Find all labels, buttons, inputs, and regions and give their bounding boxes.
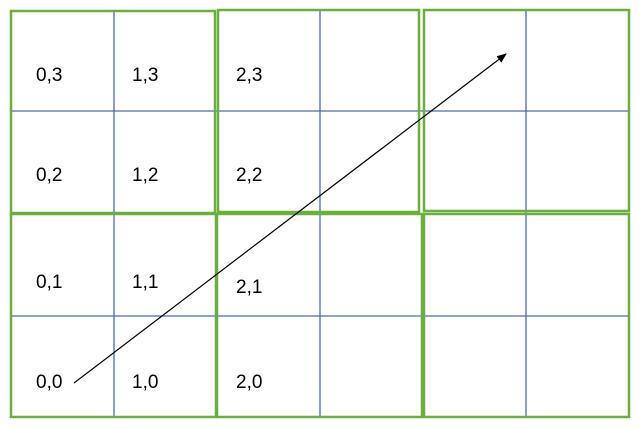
cell-label-0-0: 0,0 — [36, 372, 62, 393]
cell-label-1-2: 1,2 — [132, 165, 158, 186]
block-bottom-middle — [215, 212, 424, 419]
cell-label-0-2: 0,2 — [36, 165, 62, 186]
traversal-ray — [73, 53, 507, 384]
block-borders — [9, 8, 631, 419]
cell-label-1-0: 1,0 — [132, 372, 158, 393]
cell-label-2-3: 2,3 — [236, 65, 262, 86]
cell-label-1-3: 1,3 — [132, 65, 158, 86]
cell-label-2-1: 2,1 — [236, 277, 262, 298]
block-top-middle — [216, 8, 421, 214]
block-top-right — [422, 8, 631, 213]
cell-label-0-3: 0,3 — [36, 65, 62, 86]
cell-label-2-2: 2,2 — [236, 165, 262, 186]
cell-label-0-1: 0,1 — [36, 272, 62, 293]
block-bottom-right — [422, 212, 631, 419]
cell-label-2-0: 2,0 — [236, 372, 262, 393]
cell-label-1-1: 1,1 — [132, 272, 158, 293]
cell-labels: 0,3 1,3 2,3 0,2 1,2 2,2 0,1 1,1 2,1 0,0 … — [36, 65, 262, 393]
